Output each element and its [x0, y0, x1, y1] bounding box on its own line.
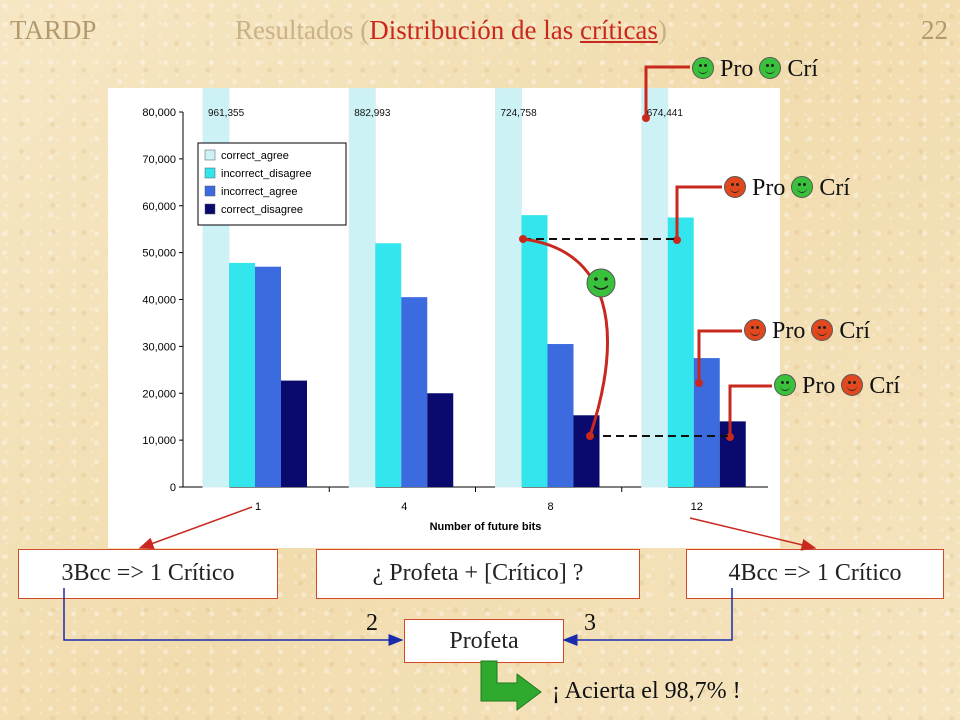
header-left: TARDP — [10, 15, 97, 45]
weight-three: 3 — [584, 610, 596, 636]
bar-correct_agree-4 — [348, 88, 376, 488]
green-arrow-icon — [480, 660, 542, 711]
bar-incorrect_disagree-1 — [229, 262, 255, 487]
bar-incorrect_agree-12 — [693, 358, 720, 487]
face-pro-2 — [724, 176, 746, 198]
category-label: 1 — [255, 501, 261, 513]
title-red-a: Distribución de las — [369, 15, 580, 45]
face-cri-2 — [791, 176, 814, 198]
bar-correct_agree-12 — [641, 88, 669, 488]
y-tick-label: 50,000 — [142, 248, 176, 260]
legend-swatch — [204, 167, 216, 179]
data-label: 882,993 — [354, 108, 391, 119]
legend-swatch — [204, 149, 216, 161]
bar-incorrect_agree-1 — [255, 266, 281, 487]
data-label: 724,758 — [501, 108, 538, 119]
cri-label-2: Crí — [819, 175, 851, 201]
face-row-4: Pro Crí — [774, 373, 900, 400]
y-tick-label: 10,000 — [142, 435, 176, 447]
bar-correct_disagree-1 — [281, 380, 307, 487]
box-profeta: Profeta — [404, 619, 564, 663]
bar-correct_disagree-8 — [573, 415, 600, 487]
x-axis-label: Number of future bits — [430, 521, 542, 533]
y-tick-label: 30,000 — [142, 341, 176, 353]
title-prefix: Resultados ( — [235, 15, 370, 45]
y-tick-label: 20,000 — [142, 388, 176, 400]
weight-two: 2 — [366, 610, 378, 636]
category-label: 12 — [691, 501, 703, 513]
slide-title: Resultados (Distribución de las críticas… — [235, 14, 667, 46]
legend-entry: correct_agree — [221, 150, 289, 162]
box-profeta-critico: ¿ Profeta + [Crítico] ? — [316, 549, 640, 599]
legend-entry: incorrect_agree — [221, 186, 297, 198]
bar-incorrect_disagree-4 — [375, 243, 402, 487]
title-red-b: críticas — [579, 15, 658, 45]
face-cri-4 — [841, 374, 864, 396]
bar-incorrect_disagree-8 — [521, 215, 548, 487]
y-tick-label: 60,000 — [142, 201, 176, 213]
cri-label-4: Crí — [869, 373, 901, 399]
face-pro-4 — [774, 374, 796, 396]
face-cri-3 — [811, 319, 834, 341]
bar-incorrect_agree-8 — [547, 344, 574, 487]
face-cri-1 — [759, 57, 782, 79]
data-label: 674,441 — [647, 108, 684, 119]
cri-label-1: Crí — [787, 56, 819, 82]
pro-label-4: Pro — [802, 373, 836, 399]
box-3bcc: 3Bcc => 1 Crítico — [18, 549, 278, 599]
face-row-3: Pro Crí — [744, 318, 870, 345]
chart-panel: 0 10,000 20,000 30,000 40,000 50,000 60,000 70,… — [108, 88, 780, 548]
legend-entry: correct_disagree — [221, 204, 303, 216]
bar-incorrect_disagree-12 — [667, 217, 694, 487]
y-tick-label: 70,000 — [142, 154, 176, 166]
pro-label-2: Pro — [752, 175, 786, 201]
face-row-2: Pro Crí — [724, 175, 850, 202]
box-4bcc: 4Bcc => 1 Crítico — [686, 549, 944, 599]
data-label: 961,355 — [208, 108, 245, 119]
category-label: 4 — [401, 501, 407, 513]
category-label: 8 — [547, 501, 553, 513]
legend-swatch — [204, 185, 216, 197]
bar-correct_agree-8 — [495, 88, 522, 488]
bar-chart: 0 10,000 20,000 30,000 40,000 50,000 60,000 70,… — [142, 88, 768, 533]
bar-incorrect_agree-4 — [401, 297, 428, 487]
face-pro-1 — [692, 57, 714, 79]
page-number: 22 — [921, 15, 948, 45]
y-tick-label: 40,000 — [142, 295, 176, 307]
face-row-1: Pro Crí — [692, 56, 818, 83]
legend-box — [197, 142, 347, 226]
face-pro-3 — [744, 319, 766, 341]
title-suffix: ) — [657, 15, 667, 45]
cri-label-3: Crí — [839, 318, 871, 344]
bar-correct_disagree-12 — [719, 421, 746, 487]
y-tick-label: 0 — [170, 482, 176, 494]
bar-correct_disagree-4 — [427, 393, 454, 487]
pro-label-1: Pro — [720, 56, 754, 82]
legend-swatch — [204, 203, 216, 215]
y-tick-label: 80,000 — [142, 107, 176, 119]
legend-entry: incorrect_disagree — [221, 168, 312, 180]
pro-label-3: Pro — [772, 318, 806, 344]
result-text: ¡ Acierta el 98,7% ! — [552, 678, 741, 704]
